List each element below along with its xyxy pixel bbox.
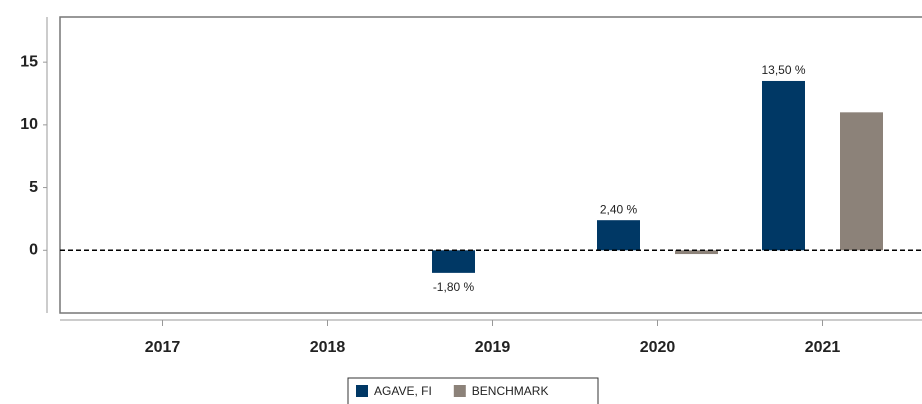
bar [597, 220, 640, 251]
y-tick-label: 15 [20, 53, 38, 70]
legend [347, 377, 599, 404]
bar [675, 250, 718, 255]
legend-label: AGAVE, FI [374, 384, 432, 398]
x-tick-label: 2020 [640, 339, 676, 356]
y-tick-label: 5 [29, 179, 38, 196]
plot-frame [59, 16, 922, 314]
y-tick-label: 0 [29, 242, 38, 259]
legend-swatch [356, 385, 368, 397]
x-tick-label: 2018 [310, 339, 346, 356]
legend-label: BENCHMARK [472, 384, 549, 398]
x-tick-label: 2019 [475, 339, 511, 356]
value-label: 13,50 % [761, 63, 805, 77]
bar [432, 250, 475, 273]
value-label: 2,40 % [600, 202, 638, 216]
y-tick-label: 10 [20, 116, 38, 133]
x-tick-label: 2021 [805, 339, 841, 356]
value-label: -1,80 % [433, 280, 475, 294]
bar [762, 80, 805, 251]
bar [840, 112, 883, 251]
legend-swatch [453, 385, 466, 397]
x-tick-label: 2017 [145, 339, 181, 356]
